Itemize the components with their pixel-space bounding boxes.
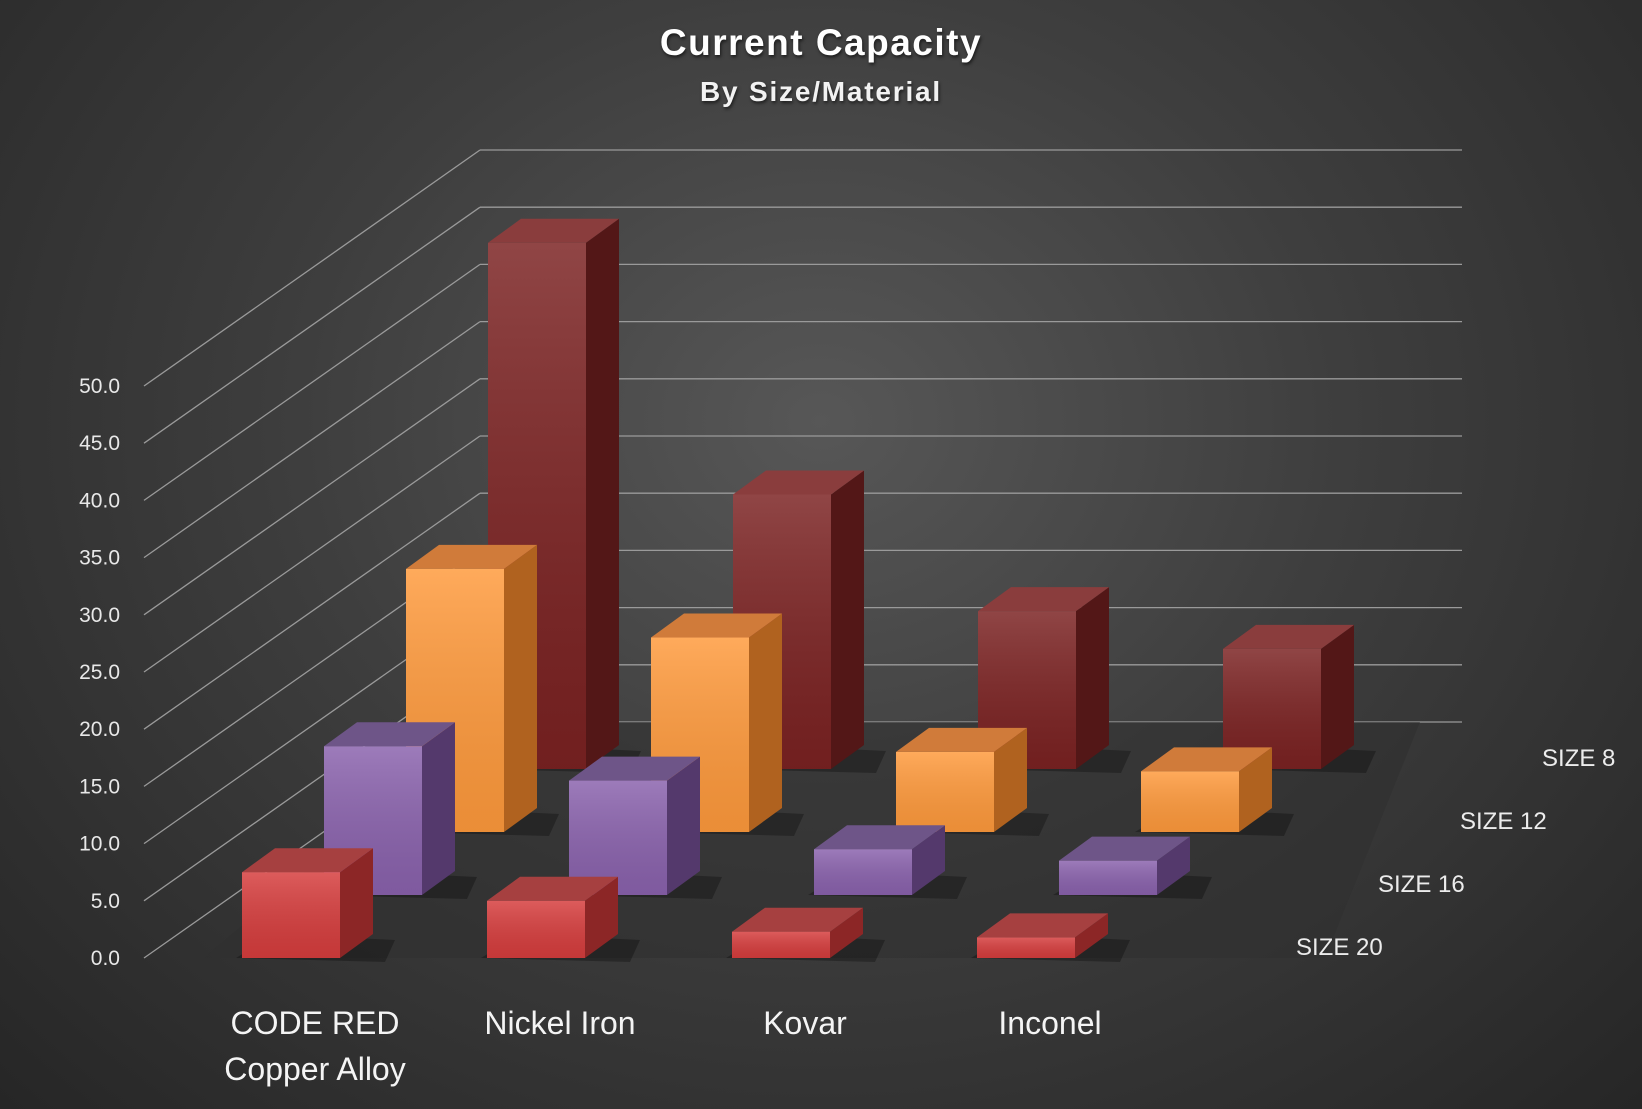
bar-side <box>830 907 863 958</box>
bar-top <box>733 470 864 495</box>
bar <box>890 727 1049 836</box>
bar-top <box>977 913 1108 938</box>
bar <box>481 876 640 962</box>
chart-title: Current Capacity <box>659 22 983 63</box>
gridline-side <box>143 206 481 444</box>
y-tick-label: 50.0 <box>79 375 120 398</box>
gridline-side <box>143 378 481 616</box>
bar-front-shade <box>977 937 1075 958</box>
bar-top <box>406 544 537 569</box>
y-tick-label: 10.0 <box>79 833 120 856</box>
bar-side <box>1076 587 1109 769</box>
gridline-side <box>143 492 481 730</box>
bar <box>1053 836 1212 899</box>
y-tick-label: 15.0 <box>79 775 120 798</box>
bar-top <box>324 722 455 747</box>
y-tick-label: 45.0 <box>79 432 120 455</box>
bar <box>236 848 395 962</box>
y-tick-label: 30.0 <box>79 604 120 627</box>
bar-front-shade <box>896 751 994 832</box>
bar <box>726 907 885 962</box>
bar-side <box>422 722 455 895</box>
bars-layer <box>236 218 1376 962</box>
y-tick-label: 25.0 <box>79 661 120 684</box>
bar-side <box>749 613 782 832</box>
bar-top <box>732 907 863 932</box>
bar-top <box>569 756 700 781</box>
bar-top <box>487 876 618 901</box>
bar-top <box>651 613 782 638</box>
bar-side <box>586 218 619 769</box>
bar-side <box>994 727 1027 832</box>
series-label: SIZE 16 <box>1378 871 1465 898</box>
bar-side <box>340 848 373 958</box>
bar <box>971 913 1130 962</box>
bar-front-shade <box>242 872 340 958</box>
bar <box>1135 747 1294 836</box>
series-label: SIZE 20 <box>1296 934 1383 961</box>
bar-front-shade <box>1141 771 1239 832</box>
bar-top <box>488 218 619 243</box>
bar-side <box>912 825 945 895</box>
y-tick-label: 40.0 <box>79 489 120 512</box>
bar-top <box>814 825 945 850</box>
bar-top <box>1141 747 1272 772</box>
series-label: SIZE 8 <box>1542 745 1615 772</box>
bar-top <box>1223 624 1354 649</box>
bar-side <box>667 756 700 895</box>
bar-top <box>242 848 373 873</box>
category-label: Nickel Iron <box>484 1005 635 1041</box>
chart-subtitle: By Size/Material <box>700 76 942 107</box>
bar-side <box>504 544 537 832</box>
category-label: CODE RED Copper Alloy <box>224 1005 405 1087</box>
bar-top <box>978 587 1109 612</box>
bar-side <box>1075 913 1108 958</box>
series-label: SIZE 12 <box>1460 808 1547 835</box>
labels-layer: 0.0 5.0 10.0 15.0 20.0 25.0 30.0 35.0 40.0 45.0 50… <box>79 375 1615 1087</box>
bar-front-shade <box>814 849 912 895</box>
gridline-side <box>143 321 481 559</box>
gridline-side <box>143 263 481 501</box>
bar <box>808 825 967 899</box>
bar-front-shade <box>732 931 830 958</box>
bar-front-shade <box>569 780 667 895</box>
category-label: Inconel <box>998 1005 1101 1041</box>
y-tick-label: 35.0 <box>79 547 120 570</box>
bar-side <box>1321 624 1354 769</box>
bar-top <box>896 727 1027 752</box>
bar-side <box>831 470 864 769</box>
y-tick-label: 0.0 <box>91 947 120 970</box>
bar-top <box>1059 836 1190 861</box>
bar-front-shade <box>487 900 585 958</box>
y-tick-label: 20.0 <box>79 718 120 741</box>
category-label: Kovar <box>763 1005 847 1041</box>
y-tick-label: 5.0 <box>91 890 120 913</box>
gridline-side <box>143 149 481 387</box>
bar-side <box>1157 836 1190 895</box>
bar-front-shade <box>1059 860 1157 895</box>
bar-side <box>1239 747 1272 832</box>
bar-side <box>585 876 618 958</box>
gridline-side <box>143 435 481 673</box>
